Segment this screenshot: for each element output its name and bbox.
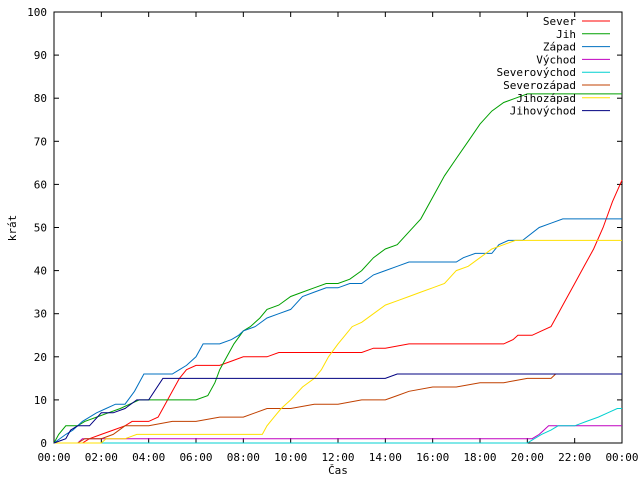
- legend-label: Jih: [556, 28, 576, 41]
- y-tick-label: 100: [27, 6, 47, 19]
- legend-label: Východ: [536, 53, 576, 66]
- series-line-6: [54, 239, 622, 444]
- series-line-0: [54, 179, 623, 444]
- series-line-4: [54, 408, 622, 444]
- series-line-5: [54, 373, 622, 444]
- y-tick-label: 40: [34, 265, 47, 278]
- x-tick-label: 16:00: [416, 451, 449, 464]
- y-tick-label: 70: [34, 135, 47, 148]
- y-tick-label: 80: [34, 92, 47, 105]
- legend-label: Severovýchod: [497, 66, 576, 79]
- x-tick-label: 22:00: [558, 451, 591, 464]
- y-axis-label: krát: [6, 215, 19, 242]
- x-axis-label: Čas: [328, 464, 348, 477]
- x-tick-label: 02:00: [85, 451, 118, 464]
- x-tick-label: 10:00: [274, 451, 307, 464]
- y-axis-ticks: 0 10 20 30 40 50 60 70 80 90 100: [27, 6, 622, 450]
- y-tick-label: 50: [34, 222, 47, 235]
- x-axis-ticks: 00:00 02:00 04:00 06:00 08:00 10:00 12:00 14:00…: [37, 12, 639, 464]
- x-tick-label: 08:00: [227, 451, 260, 464]
- y-tick-label: 90: [34, 49, 47, 62]
- x-tick-label: 00:00: [605, 451, 638, 464]
- legend-label: Severozápad: [503, 79, 576, 92]
- legend-label: Jihozápad: [516, 92, 576, 105]
- series-line-1: [53, 93, 622, 444]
- x-tick-label: 06:00: [179, 451, 212, 464]
- x-tick-label: 20:00: [511, 451, 544, 464]
- y-tick-label: 10: [34, 394, 47, 407]
- series-line-2: [53, 218, 622, 444]
- legend-label: Sever: [543, 15, 576, 28]
- series-lines: [53, 93, 623, 444]
- legend-label: Jihovýchod: [510, 105, 576, 118]
- x-tick-label: 12:00: [321, 451, 354, 464]
- legend: SeverJihZápadVýchodSeverovýchodSeverozáp…: [497, 15, 610, 118]
- x-tick-label: 00:00: [37, 451, 70, 464]
- y-tick-label: 60: [34, 178, 47, 191]
- x-tick-label: 18:00: [463, 451, 496, 464]
- y-tick-label: 30: [34, 308, 47, 321]
- x-tick-label: 14:00: [369, 451, 402, 464]
- series-line-7: [53, 373, 622, 444]
- legend-label: Západ: [543, 41, 576, 54]
- y-tick-label: 0: [40, 437, 47, 450]
- y-tick-label: 20: [34, 351, 47, 364]
- x-tick-label: 04:00: [132, 451, 165, 464]
